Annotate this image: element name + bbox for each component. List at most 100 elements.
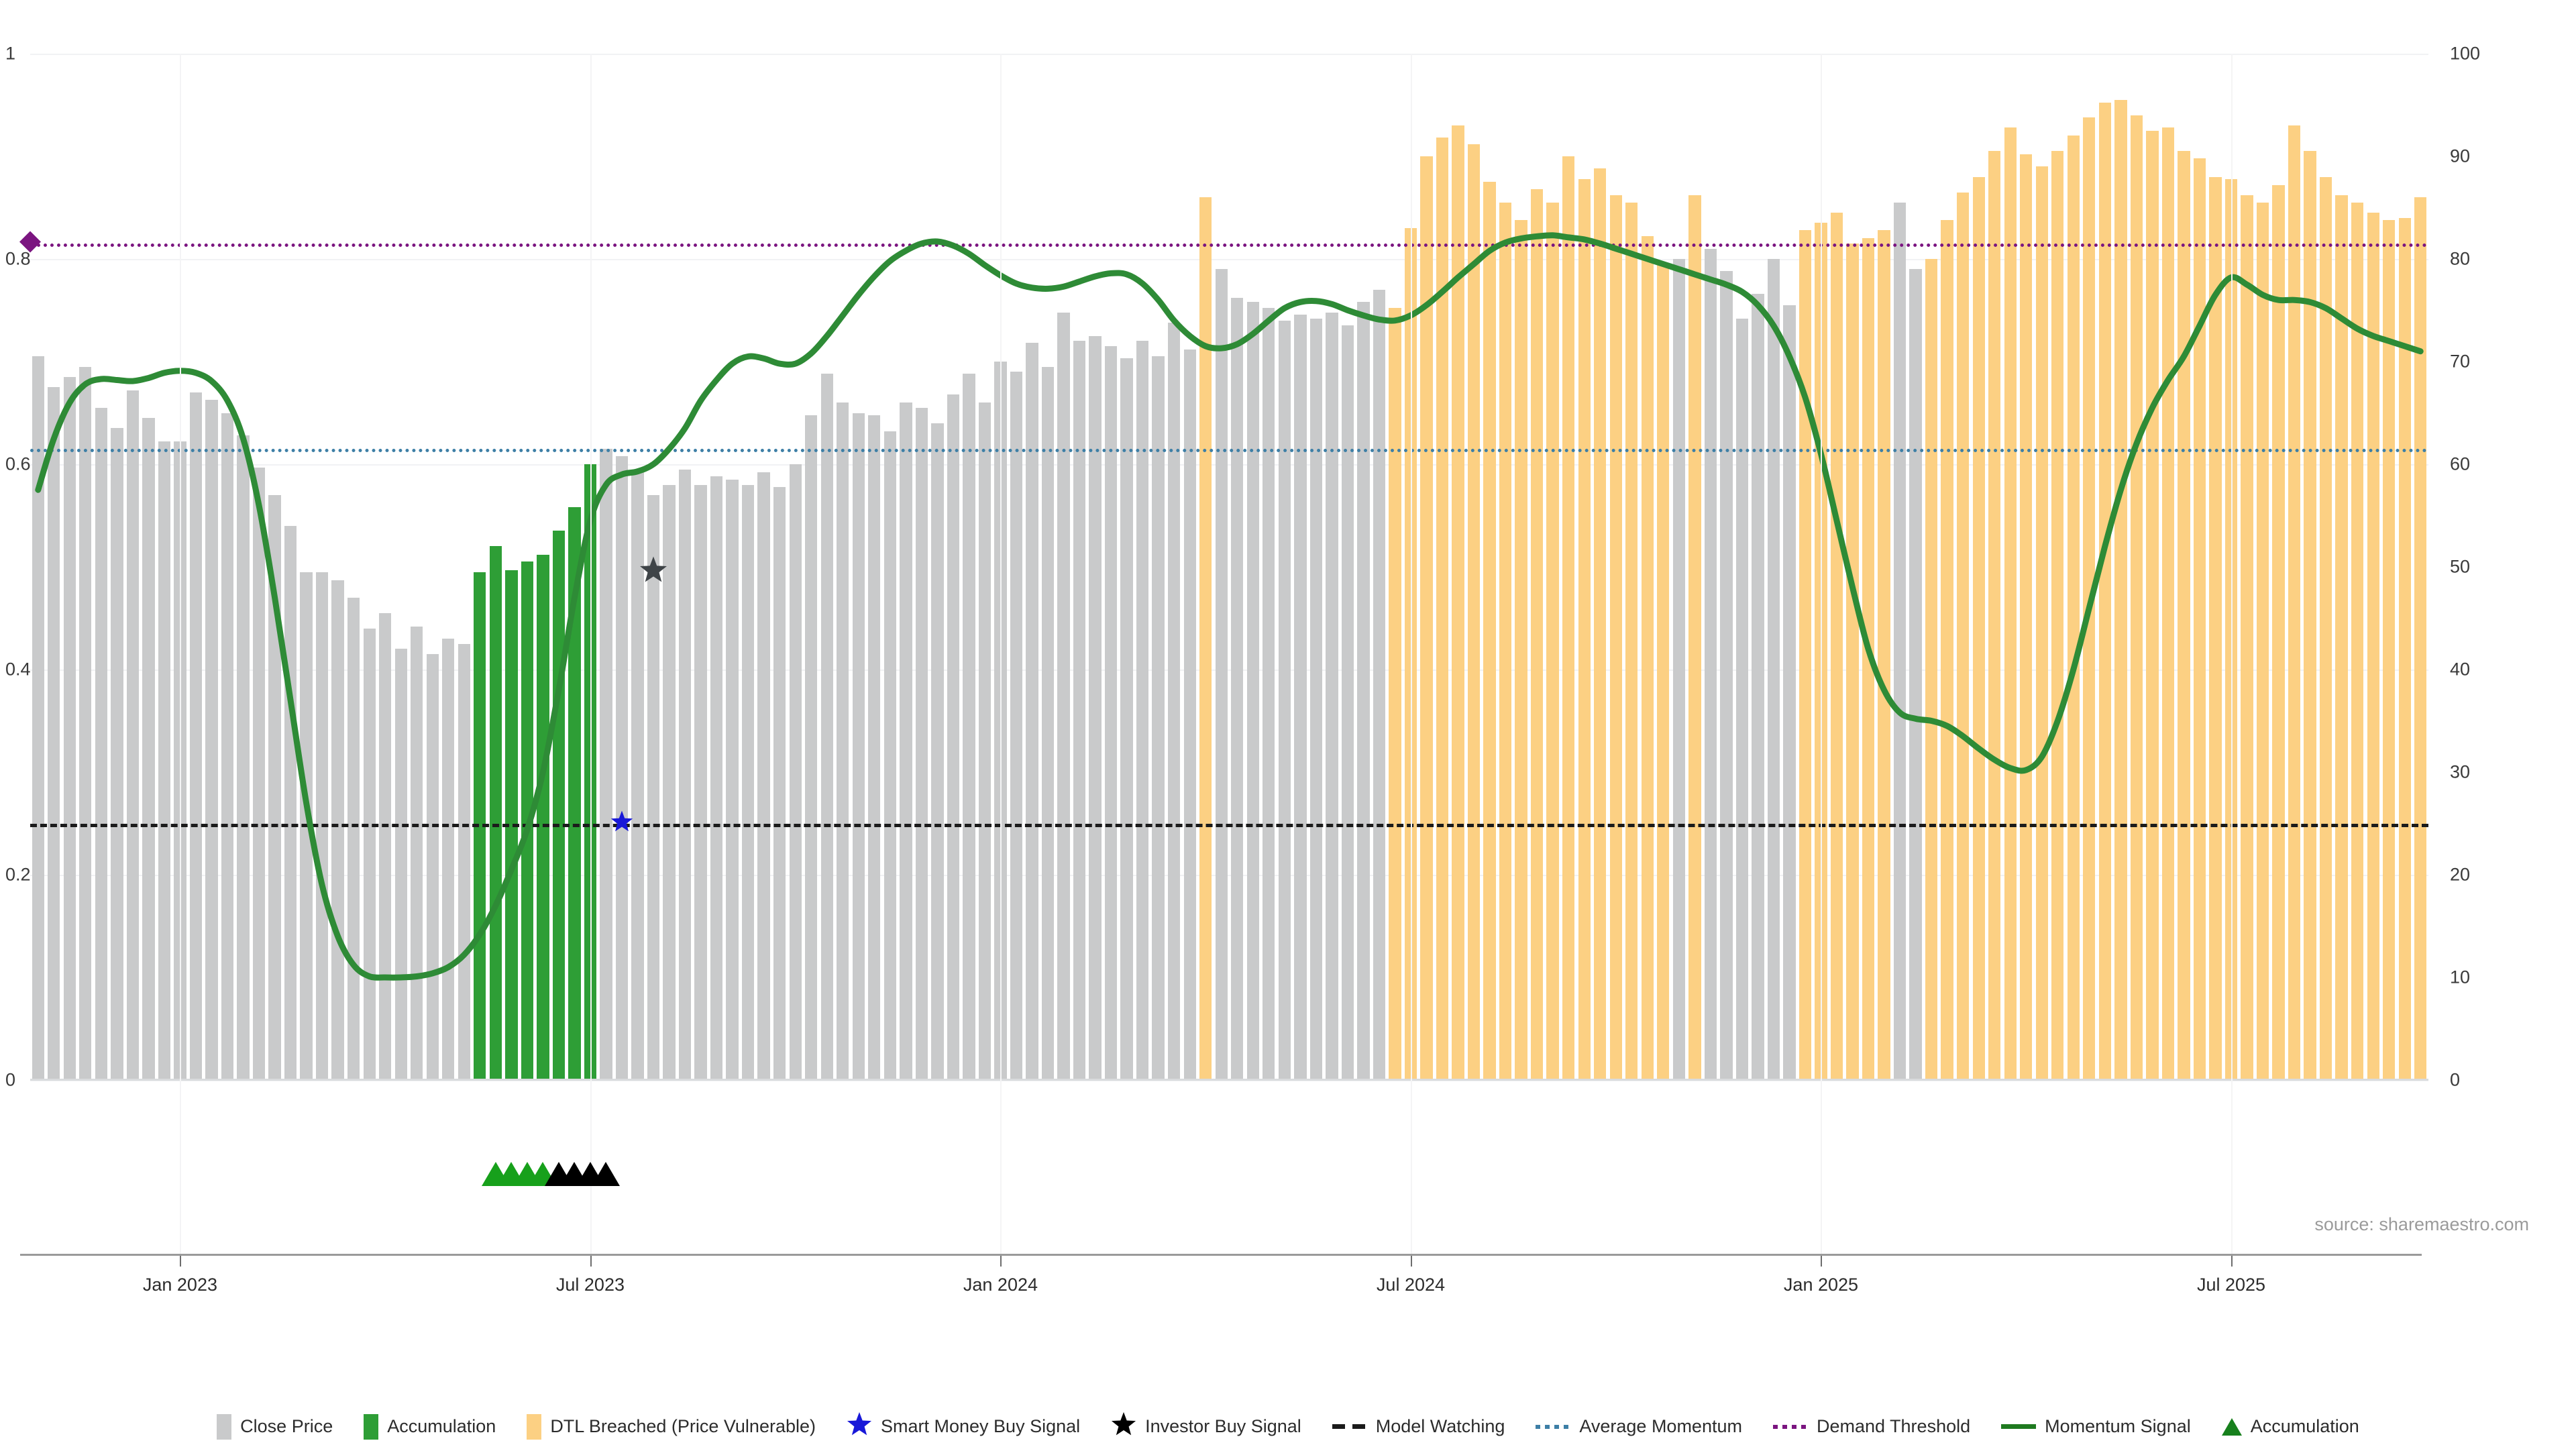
y-axis-right-tick: 20 bbox=[2450, 864, 2471, 885]
price-bar bbox=[2414, 197, 2427, 1080]
legend-item[interactable]: Smart Money Buy Signal bbox=[847, 1412, 1080, 1441]
price-bar bbox=[868, 415, 881, 1080]
price-bar bbox=[1941, 219, 1953, 1080]
price-bar bbox=[1041, 366, 1055, 1080]
price-bar bbox=[48, 387, 60, 1080]
price-bar bbox=[2272, 184, 2285, 1080]
y-axis-right-tick: 80 bbox=[2450, 248, 2471, 269]
price-bar bbox=[2146, 130, 2159, 1080]
smart-money-buy-signal-marker bbox=[610, 810, 633, 837]
price-bar bbox=[442, 639, 455, 1080]
price-bar bbox=[2383, 219, 2396, 1080]
price-bar bbox=[1389, 308, 1401, 1080]
price-bar bbox=[1609, 195, 1622, 1080]
price-bar bbox=[1625, 202, 1638, 1080]
price-bar bbox=[426, 654, 439, 1080]
y-axis-right-tick: 30 bbox=[2450, 761, 2471, 782]
price-bar bbox=[2161, 127, 2175, 1080]
price-bar bbox=[694, 484, 707, 1080]
x-axis-tick-mark bbox=[180, 1256, 182, 1267]
price-bar bbox=[1104, 346, 1118, 1080]
price-bar bbox=[1783, 305, 1796, 1080]
price-bar bbox=[2351, 202, 2364, 1080]
price-bar bbox=[552, 531, 566, 1080]
legend-item[interactable]: Investor Buy Signal bbox=[1111, 1412, 1301, 1441]
price-bar bbox=[678, 469, 692, 1080]
y-axis-right-tick: 60 bbox=[2450, 453, 2471, 474]
source-note: source: sharemaestro.com bbox=[2314, 1214, 2529, 1234]
legend-item[interactable]: Average Momentum bbox=[1536, 1416, 1742, 1437]
x-axis-tick-mark bbox=[2231, 1256, 2233, 1267]
chart-legend: Close Price Accumulation DTL Breached (Pri… bbox=[0, 1412, 2576, 1441]
price-bar bbox=[1436, 138, 1449, 1080]
price-bar bbox=[1483, 182, 1496, 1080]
legend-item[interactable]: DTL Breached (Price Vulnerable) bbox=[527, 1413, 816, 1440]
price-bar bbox=[900, 402, 912, 1080]
price-bar bbox=[1799, 230, 1812, 1080]
price-bar bbox=[1878, 230, 1890, 1080]
price-bar bbox=[2178, 151, 2190, 1080]
price-bar bbox=[1956, 192, 1970, 1080]
price-bar bbox=[1720, 271, 1733, 1080]
price-bar bbox=[379, 612, 392, 1080]
legend-item[interactable]: Accumulation bbox=[364, 1413, 496, 1440]
vertical-gridline bbox=[590, 54, 592, 1254]
price-bar bbox=[1688, 195, 1701, 1080]
price-bar bbox=[947, 394, 960, 1080]
price-bar bbox=[32, 356, 44, 1080]
price-bar bbox=[2130, 115, 2143, 1080]
price-bar bbox=[394, 649, 407, 1080]
price-bar bbox=[773, 486, 786, 1080]
dashed-line-icon bbox=[1332, 1424, 1367, 1429]
price-bar bbox=[111, 428, 123, 1080]
reference-line-demand-threshold bbox=[30, 244, 2428, 248]
legend-swatch-icon bbox=[217, 1413, 232, 1440]
price-bar bbox=[2398, 217, 2411, 1080]
price-bar bbox=[2004, 127, 2017, 1080]
plot-baseline bbox=[30, 1079, 2428, 1081]
price-bar bbox=[726, 479, 739, 1080]
price-bar bbox=[2098, 103, 2112, 1080]
price-bar bbox=[2288, 125, 2301, 1080]
price-bar bbox=[1530, 189, 1544, 1080]
y-axis-left-tick: 1 bbox=[5, 43, 16, 64]
price-bar bbox=[600, 449, 612, 1080]
y-axis-left-tick: 0.2 bbox=[5, 864, 31, 885]
price-bar bbox=[1988, 151, 2001, 1080]
legend-item-label: Investor Buy Signal bbox=[1145, 1416, 1301, 1436]
price-bar bbox=[142, 418, 155, 1080]
price-bar bbox=[1026, 343, 1038, 1080]
legend-item[interactable]: Momentum Signal bbox=[2001, 1416, 2191, 1437]
legend-item[interactable]: Close Price bbox=[217, 1413, 333, 1440]
price-bar bbox=[1294, 314, 1307, 1080]
price-bar bbox=[537, 554, 549, 1080]
gridline bbox=[30, 54, 2428, 55]
gridline bbox=[30, 1080, 2428, 1081]
price-bar bbox=[2304, 151, 2316, 1080]
price-bar bbox=[1767, 259, 1780, 1080]
y-axis-left-tick: 0.6 bbox=[5, 453, 31, 474]
price-bar bbox=[852, 413, 865, 1080]
price-bar bbox=[2035, 166, 2048, 1080]
price-bar bbox=[363, 628, 376, 1080]
x-axis-line bbox=[20, 1254, 2422, 1256]
price-bar bbox=[568, 507, 581, 1080]
price-bar bbox=[1752, 294, 1764, 1080]
y-axis-right-tick: 50 bbox=[2450, 556, 2471, 577]
legend-item[interactable]: Accumulation bbox=[2221, 1416, 2359, 1437]
legend-item[interactable]: Model Watching bbox=[1332, 1416, 1505, 1437]
price-bar bbox=[1925, 259, 1938, 1080]
price-bar bbox=[2367, 213, 2379, 1080]
legend-item[interactable]: Demand Threshold bbox=[1772, 1416, 1970, 1437]
price-bar bbox=[252, 467, 266, 1080]
legend-item-label: Smart Money Buy Signal bbox=[881, 1416, 1081, 1436]
price-bar bbox=[1278, 320, 1291, 1080]
reference-line-average-momentum bbox=[30, 449, 2428, 453]
x-axis-tick-mark bbox=[1000, 1256, 1002, 1267]
price-bar bbox=[489, 546, 502, 1080]
price-bar bbox=[757, 472, 770, 1080]
plot-area bbox=[19, 54, 2428, 1081]
legend-item-label: Accumulation bbox=[387, 1416, 496, 1436]
price-bar bbox=[805, 415, 818, 1080]
x-axis-label: Jul 2024 bbox=[1376, 1275, 1446, 1295]
